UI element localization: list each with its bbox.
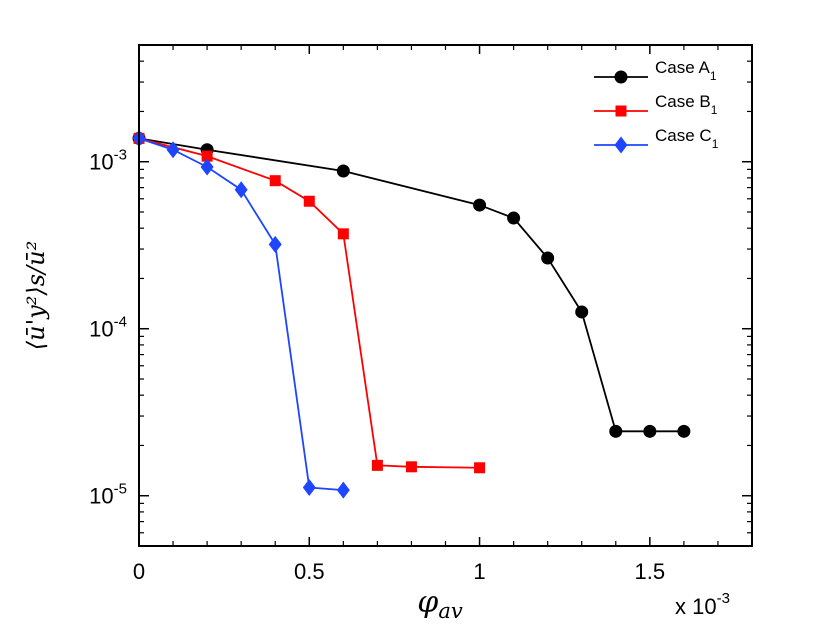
data-point-case-b: [371, 459, 383, 471]
x-scale-note: x 10-3: [675, 590, 730, 619]
legend-label-case-c: Case C1: [655, 126, 719, 151]
axis-labels: φav ⟨ū'y²⟩s/ū² x 10-3: [22, 241, 730, 623]
data-point-case-c: [268, 235, 282, 253]
x-axis-label: φav: [417, 585, 463, 623]
legend-marker-case-c: [614, 136, 628, 154]
data-point-case-b: [474, 462, 486, 474]
data-point-case-c: [302, 479, 316, 497]
data-point-case-a: [643, 424, 657, 438]
x-tick-label: 1.5: [635, 559, 666, 584]
y-tick-label: 10-3: [89, 147, 127, 175]
data-point-case-a: [336, 164, 350, 178]
data-point-case-a: [609, 424, 623, 438]
legend-marker-case-a: [614, 70, 628, 84]
legend-label-case-a: Case A1: [655, 58, 717, 83]
series-line-case-a: [138, 137, 684, 433]
data-point-case-a: [541, 251, 555, 265]
data-point-case-a: [507, 211, 521, 225]
data-point-case-b: [303, 195, 315, 207]
data-point-case-a: [575, 305, 589, 319]
data-point-case-a: [473, 198, 487, 212]
legend-label-case-b: Case B1: [655, 92, 718, 117]
x-tick-label: 1: [473, 559, 485, 584]
data-point-case-c: [336, 481, 350, 499]
data-point-case-c: [166, 141, 180, 159]
data-point-case-c: [200, 158, 214, 176]
data-point-case-b: [269, 175, 281, 187]
data-point-case-b: [337, 228, 349, 240]
y-tick-label: 10-5: [89, 481, 127, 509]
data-point-case-a: [677, 424, 691, 438]
legend: Case A1 Case B1 Case C1: [594, 58, 719, 154]
data-point-case-c: [234, 181, 248, 199]
y-axis-label: ⟨ū'y²⟩s/ū²: [22, 241, 50, 350]
series-line-case-b: [138, 137, 480, 469]
x-tick-label: 0.5: [294, 559, 325, 584]
axis-ticks: 0 0.5 1 1.5 10-5 10-4 10-3: [89, 44, 752, 584]
data-point-case-b: [405, 461, 417, 473]
legend-marker-case-b: [615, 105, 627, 117]
data-point-case-b: [201, 150, 213, 162]
y-tick-label: 10-4: [89, 314, 127, 342]
x-tick-label: 0: [133, 559, 145, 584]
